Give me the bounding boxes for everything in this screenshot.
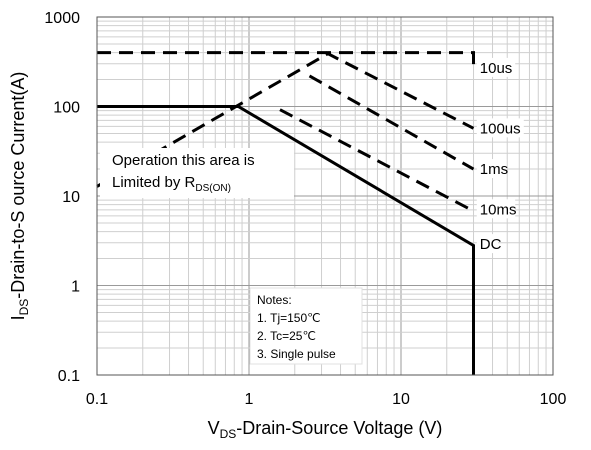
line-label: DC [480,236,502,253]
line-label: 1ms [480,161,508,178]
series-line-10us [97,51,475,67]
y-tick-label: 1 [71,279,80,296]
y-axis-label: IDS-Drain-to-S ource Current(A) [8,72,31,321]
y-tick-label: 100 [53,100,80,117]
rdson-limit-text-main: Limited by R [112,174,196,191]
y-axis-label-subscript: DS [17,299,31,316]
note-item: 3. Single pulse [257,347,336,361]
tick-labels: 0.1 1 10 100 0.1 1 10 100 1000 [44,10,566,408]
line-label: 10ms [480,201,517,218]
x-axis-label-rest: -Drain-Source Voltage (V) [236,418,442,438]
x-axis-label: VDS-Drain-Source Voltage (V) [208,418,443,441]
series-line-dc [97,105,475,375]
line-label-bg [476,57,516,77]
notes-title: Notes: [257,293,292,307]
notes-box: Notes: 1. Tj=150℃ 2. Tc=25℃ 3. Single pu… [249,287,363,365]
note-item: 1. Tj=150℃ [257,311,321,325]
series-line-10ms [279,108,475,213]
line-label-bg [476,159,507,179]
y-axis-label-rest: -Drain-to-S ource Current(A) [8,72,28,299]
rdson-limit-box [100,148,294,198]
series-line-1ms [308,74,475,171]
y-axis-label-main: I [8,315,28,320]
line-label-bg [476,234,498,254]
line-labels: 10us 100us 1ms 10ms DC [476,57,524,254]
y-tick-label: 10 [62,189,80,206]
line-label: 10us [480,60,513,77]
rdson-limit-annotation: Operation this area is Limited by RDS(ON… [100,148,294,198]
x-tick-label: 1 [245,391,254,408]
rdson-limit-text-line2: Limited by RDS(ON) [112,174,231,194]
x-tick-label: 100 [540,391,567,408]
x-tick-label: 0.1 [86,391,108,408]
y-tick-label: 1000 [44,10,80,27]
line-label-bg [476,118,524,138]
x-axis-label-subscript: DS [220,427,237,441]
rdson-limit-text-subscript: DS(ON) [195,183,231,194]
rdson-limit-text-line1: Operation this area is [112,152,255,169]
line-label: 100us [480,120,521,137]
line-label-bg [476,199,516,219]
y-tick-label: 0.1 [58,368,80,385]
series-line-100us [325,51,475,130]
x-tick-label: 10 [392,391,410,408]
grid-lines [97,17,553,375]
plot-frame [96,16,554,376]
notes-box-bg [249,287,363,365]
x-axis-label-main: V [208,418,220,438]
note-item: 2. Tc=25℃ [257,329,316,343]
